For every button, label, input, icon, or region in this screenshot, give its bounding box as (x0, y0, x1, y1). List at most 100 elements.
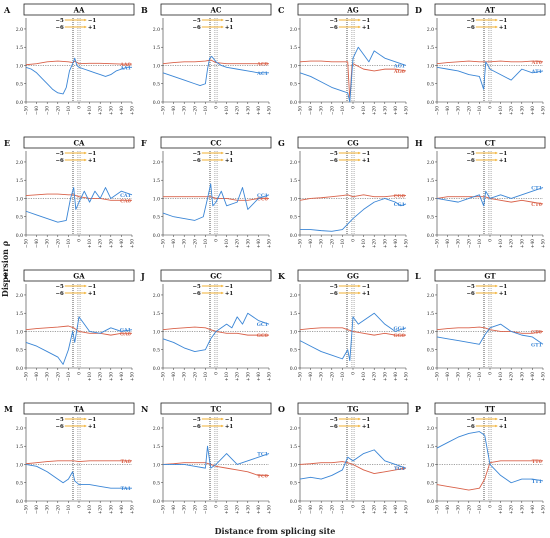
x-tick-label: +10 (362, 106, 367, 115)
series-label-ta0: TA0 (121, 459, 132, 465)
annotation-arrowhead (358, 151, 361, 155)
x-tick-label: −50 (162, 372, 167, 381)
x-tick-label: +10 (362, 239, 367, 248)
annotation-minus1: −1 (225, 417, 234, 423)
series-label-ct0: CT0 (531, 202, 542, 208)
series-line-tt1 (436, 431, 544, 484)
x-tick-label: +20 (236, 106, 241, 115)
x-tick-label: 0 (215, 239, 220, 242)
x-tick-label: +10 (499, 239, 504, 248)
x-tick-label: −40 (35, 505, 40, 514)
panel-letter: O (278, 404, 285, 414)
x-tick-label: −50 (25, 505, 30, 514)
annotation-minus1: −1 (88, 284, 97, 290)
annotation-minus5: −5 (330, 151, 339, 157)
annotation-arrowhead (358, 417, 361, 421)
x-tick-label: +40 (120, 106, 125, 115)
series-line-cg0 (299, 194, 406, 201)
x-tick-label: −40 (172, 239, 177, 248)
x-tick-label: +20 (99, 372, 104, 381)
annotation-arrowhead (358, 25, 361, 29)
series-line-ag1 (299, 46, 407, 103)
x-tick-label: +20 (373, 106, 378, 115)
x-tick-label: 0 (215, 505, 220, 508)
y-tick-label: 1.0 (427, 63, 434, 69)
x-tick-label: −50 (162, 505, 167, 514)
y-tick-label: 0.0 (427, 100, 434, 106)
annotation-plus1: +1 (225, 158, 234, 164)
annotation-minus5: −5 (193, 284, 202, 290)
panel-letter: H (415, 138, 423, 148)
annotation-minus1: −1 (499, 151, 508, 157)
x-tick-label: 0 (489, 239, 494, 242)
annotation-minus1: −1 (499, 284, 508, 290)
x-tick-label: −20 (193, 239, 198, 248)
annotation-minus5: −5 (193, 417, 202, 423)
y-tick-label: 0.5 (290, 82, 297, 88)
x-tick-label: +50 (131, 505, 136, 514)
panel-cg: G CG 0.0 0.5 1.0 1.5 2.0 −50 −40 −30 −20 −10 0 +10 +20… (278, 136, 410, 248)
x-tick-label: −50 (436, 106, 441, 115)
panel-ga: I GA 0.0 0.5 1.0 1.5 2.0 −50 −40 −30 −20 −10 0 +10 +20… (4, 269, 136, 381)
x-tick-label: −30 (320, 372, 325, 381)
x-tick-label: −40 (446, 505, 451, 514)
x-tick-label: +50 (405, 505, 410, 514)
y-tick-label: 0.5 (16, 348, 23, 354)
x-tick-label: −10 (67, 505, 72, 514)
series-label-tt0: TT0 (532, 459, 543, 465)
x-tick-label: −20 (193, 372, 198, 381)
annotation-minus6: −6 (330, 291, 339, 297)
x-tick-label: +20 (99, 106, 104, 115)
x-tick-label: +10 (88, 372, 93, 381)
x-tick-label: +40 (394, 239, 399, 248)
annotation-plus1: +1 (88, 25, 97, 31)
x-tick-label: −30 (320, 239, 325, 248)
y-tick-label: 1.5 (153, 444, 160, 450)
x-tick-label: +30 (246, 372, 251, 381)
panel-letter: D (415, 5, 422, 15)
x-tick-label: +50 (268, 372, 273, 381)
panel-gc: J GC 0.0 0.5 1.0 1.5 2.0 −50 −40 −30 −20 −10 0 +10 +20… (140, 269, 273, 381)
x-tick-label: +40 (257, 106, 262, 115)
x-tick-label: +10 (88, 106, 93, 115)
y-tick-label: 0.0 (290, 100, 297, 106)
y-tick-label: 2.0 (290, 27, 297, 33)
series-label-ta1: TA1 (121, 486, 131, 492)
annotation-plus1: +1 (88, 424, 97, 430)
series-line-tg1 (299, 449, 407, 480)
annotation-minus6: −6 (193, 158, 202, 164)
x-tick-label: +30 (246, 239, 251, 248)
panel-title: TT (485, 405, 496, 414)
x-tick-label: −20 (467, 239, 472, 248)
series-label-ag0: AG0 (393, 69, 406, 75)
x-tick-label: +40 (531, 239, 536, 248)
annotation-minus6: −6 (330, 25, 339, 31)
y-tick-label: 2.0 (153, 160, 160, 166)
panel-title: GA (73, 272, 85, 281)
series-label-tc1: TC1 (257, 452, 268, 458)
y-tick-label: 1.0 (16, 63, 23, 69)
annotation-arrowhead (84, 18, 87, 22)
annotation-arrowhead (495, 151, 498, 155)
x-tick-label: −10 (478, 239, 483, 248)
panel-aa: A AA0.00.51.01.52.0−50 −40 −30 −20 −10 0 +10 +20… (3, 3, 136, 115)
annotation-arrowhead (221, 291, 224, 295)
x-tick-label: +30 (109, 505, 114, 514)
x-tick-label: −30 (183, 239, 188, 248)
y-tick-label: 0.5 (153, 481, 160, 487)
annotation-minus5: −5 (56, 18, 65, 24)
annotation-minus5: −5 (330, 284, 339, 290)
x-tick-label: +20 (236, 372, 241, 381)
annotation-minus1: −1 (225, 151, 234, 157)
panel-title-box (434, 269, 546, 282)
panel-letter: C (278, 5, 284, 15)
annotation-minus5: −5 (467, 151, 476, 157)
series-line-ct0 (436, 196, 544, 205)
panel-title: CC (210, 139, 222, 148)
panel-ac: B AC 0.0 0.5 1.0 1.5 2.0 −50 −40 −30 −20 −10 0 +10 +20… (141, 3, 273, 115)
series-line-cc0 (163, 196, 269, 201)
annotation-minus6: −6 (330, 424, 339, 430)
x-tick-label: 0 (352, 372, 357, 375)
x-tick-label: −10 (204, 239, 209, 248)
annotation-minus6: −6 (467, 424, 476, 430)
